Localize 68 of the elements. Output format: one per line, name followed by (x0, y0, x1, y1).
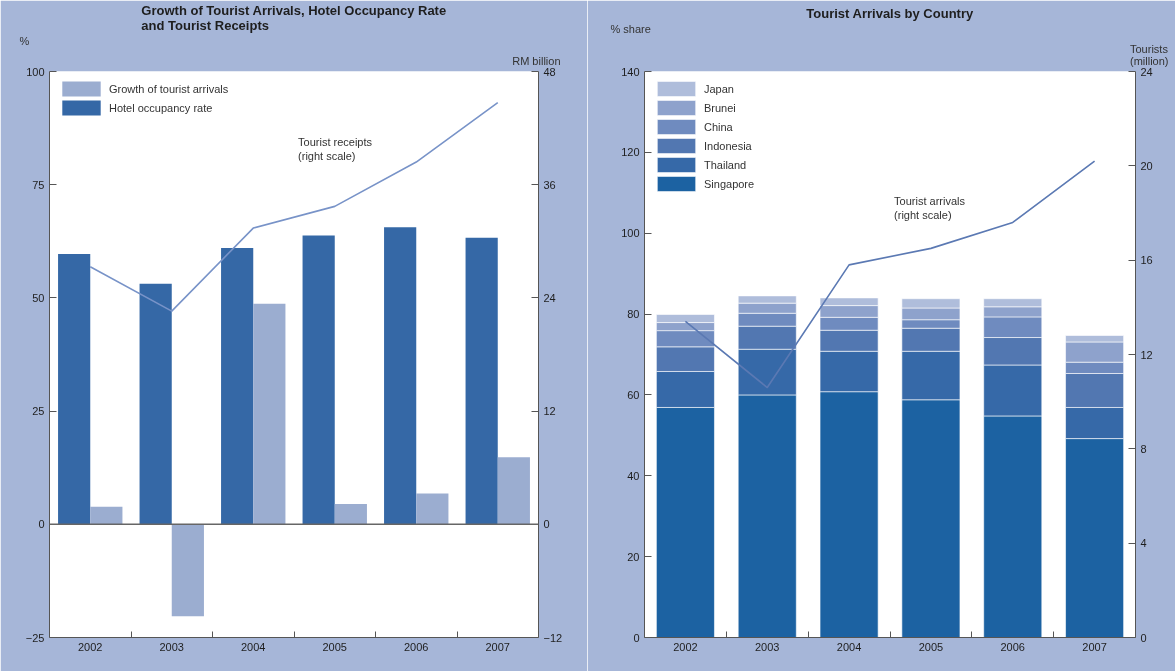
y-tick-label: 140 (621, 65, 640, 78)
x-tick-label: 2004 (241, 640, 266, 653)
legend-label: Brunei (704, 100, 736, 116)
y-tick-label: 0 (633, 631, 640, 644)
x-tick-label: 2003 (755, 640, 780, 653)
x-tick-label: 2006 (1000, 640, 1025, 653)
line-series (89, 101, 499, 312)
bar (416, 493, 449, 525)
y-tick-label: 20 (627, 550, 640, 563)
legend-label: Japan (704, 81, 734, 97)
y-tick-label: 0 (38, 518, 45, 531)
x-tick-label: 2003 (159, 640, 184, 653)
y2-tick-label: 0 (543, 518, 550, 531)
y2-tick-label: 36 (543, 178, 556, 191)
y2-axis-title: RM billion (512, 54, 561, 67)
bar (497, 457, 530, 525)
x-tick-label: 2006 (404, 640, 429, 653)
y-tick-label: 80 (627, 308, 640, 321)
y-tick-label: 75 (32, 178, 45, 191)
y-tick-label: 100 (621, 227, 640, 240)
bar (90, 506, 123, 525)
y-tick-label: 50 (32, 291, 45, 304)
y2-tick-label: 8 (1140, 442, 1147, 455)
y-tick-label: 100 (26, 65, 45, 78)
bar (58, 253, 91, 525)
y2-tick-label: 12 (543, 405, 556, 418)
x-tick-label: 2002 (673, 640, 698, 653)
y-tick-label: 40 (627, 469, 640, 482)
bar (221, 248, 254, 525)
x-tick-label: 2007 (1082, 640, 1107, 653)
y2-tick-label: 12 (1140, 348, 1153, 361)
bar (465, 237, 498, 525)
y-tick-label: 25 (32, 405, 45, 418)
y2-tick-label: 16 (1140, 254, 1153, 267)
chart-title: Tourist Arrivals by Country (806, 5, 974, 21)
legend-label: Growth of tourist arrivals (109, 81, 229, 97)
y2-tick-label: −12 (543, 631, 563, 644)
y2-tick-label: 24 (1140, 65, 1153, 78)
bar (384, 227, 417, 525)
bar (171, 524, 204, 617)
y2-tick-label: 24 (543, 291, 556, 304)
y2-tick-label: 4 (1140, 537, 1147, 550)
series-label: Tourist receipts (right scale) (298, 136, 373, 163)
y-axis-title: % share (610, 23, 651, 35)
y-axis-title: % (19, 35, 30, 47)
x-tick-label: 2005 (918, 640, 944, 653)
legend-label: China (704, 119, 733, 135)
y2-tick-label: 20 (1140, 159, 1153, 172)
legend-label: Hotel occupancy rate (109, 100, 213, 116)
legend-label: Indonesia (704, 138, 752, 154)
x-tick-label: 2004 (836, 640, 862, 653)
y-tick-label: 120 (621, 146, 640, 159)
y-tick-label: −25 (25, 631, 45, 644)
bar (334, 503, 367, 525)
chart-title: Growth of Tourist Arrivals, Hotel Occupancy Rate and Tourist Receipts (141, 2, 447, 33)
x-tick-label: 2002 (78, 640, 103, 653)
legend-label: Thailand (704, 157, 747, 173)
y-tick-label: 60 (627, 388, 640, 401)
bar (302, 235, 335, 525)
y2-tick-label: 48 (543, 65, 556, 78)
x-tick-label: 2005 (322, 640, 347, 653)
x-tick-label: 2007 (485, 640, 510, 653)
bar (139, 283, 172, 525)
y2-axis-title: Tourists (million) (1130, 42, 1169, 67)
legend-label: Singapore (704, 176, 755, 192)
bar (253, 303, 286, 525)
y2-tick-label: 0 (1140, 631, 1147, 644)
series-label: Tourist arrivals (right scale) (894, 194, 966, 222)
